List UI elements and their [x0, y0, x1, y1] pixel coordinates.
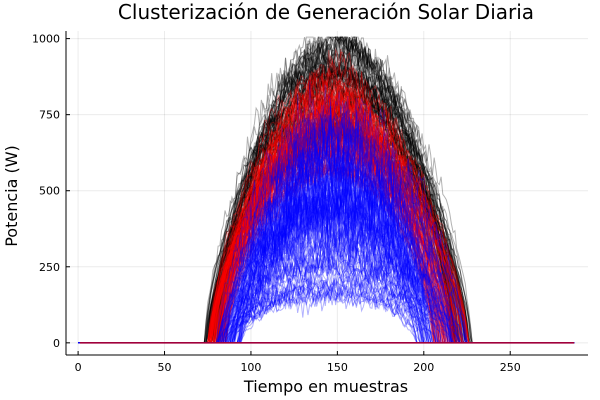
x-tick-label: 0	[75, 361, 82, 374]
series-group	[78, 81, 575, 344]
x-axis-label: Tiempo en muestras	[243, 377, 408, 396]
x-tick-label: 200	[413, 361, 434, 374]
y-tick-label: 500	[39, 185, 60, 198]
y-tick-label: 0	[53, 337, 60, 350]
series-line	[78, 278, 575, 344]
series-line	[78, 212, 575, 344]
x-tick-label: 50	[158, 361, 172, 374]
x-tick-label: 250	[500, 361, 521, 374]
x-tick-label: 100	[240, 361, 261, 374]
ticks: 0 50 100 150 200 250 0 250 500 750 1000	[32, 33, 521, 374]
y-tick-label: 750	[39, 109, 60, 122]
y-tick-label: 1000	[32, 33, 60, 46]
series-layer	[78, 35, 575, 344]
y-tick-label: 250	[39, 261, 60, 274]
y-axis-label: Potencia (W)	[2, 145, 21, 247]
axes	[65, 31, 588, 356]
chart-title: Clusterización de Generación Solar Diari…	[118, 0, 534, 24]
x-tick-label: 150	[327, 361, 348, 374]
